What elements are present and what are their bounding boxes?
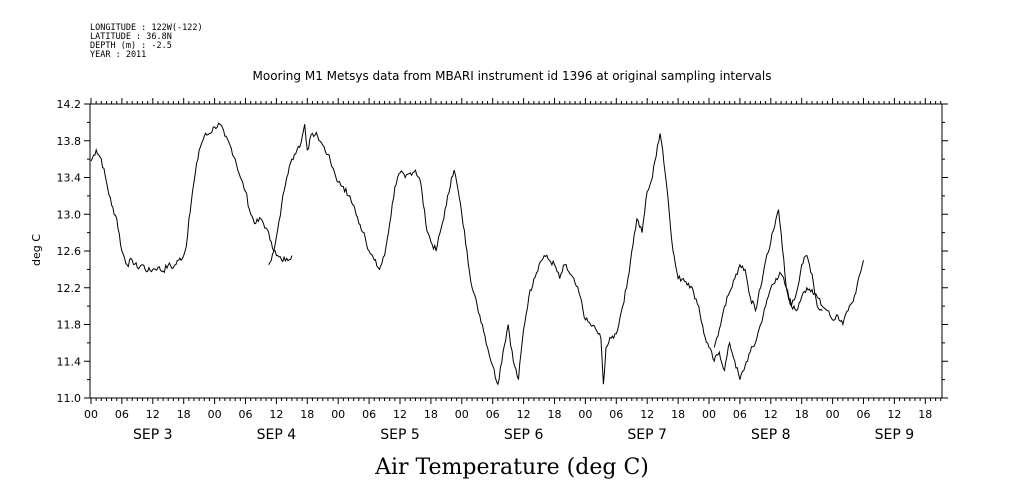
latitude-label: LATITUDE : 36.8N [90,32,172,42]
x-tick-label: 18 [177,408,191,421]
x-tick-label: 00 [702,408,716,421]
x-tick-label: 06 [733,408,747,421]
x-tick-label: 18 [918,408,932,421]
x-tick-label: 12 [640,408,654,421]
x-tick-label: 00 [84,408,98,421]
x-day-label: SEP 5 [380,427,420,443]
x-tick-label: 06 [857,408,871,421]
y-tick-label: 11.8 [57,319,82,332]
x-tick-label: 00 [826,408,840,421]
y-tick-label: 13.4 [57,172,82,185]
x-tick-label: 06 [609,408,623,421]
x-tick-label: 06 [115,408,129,421]
y-tick-label: 13.0 [57,208,82,221]
y-tick-label: 12.6 [57,245,82,258]
x-tick-label: 00 [455,408,469,421]
x-day-label: SEP 7 [627,427,667,443]
x-tick-label: 18 [424,408,438,421]
x-tick-label: 12 [393,408,407,421]
x-tick-label: 00 [331,408,345,421]
temperature-series-line [90,122,293,274]
y-axis-label: deg C [30,234,43,266]
y-tick-label: 11.4 [57,355,82,368]
x-tick-label: 18 [671,408,685,421]
longitude-label: LONGITUDE : 122W(-122) [90,23,203,33]
x-tick-label: 00 [578,408,592,421]
y-tick-label: 12.2 [57,282,82,295]
y-tick-label: 13.8 [57,135,82,148]
x-day-label: SEP 9 [875,427,915,443]
x-tick-label: 12 [887,408,901,421]
temperature-series-line [268,124,823,386]
x-tick-label: 18 [548,408,562,421]
x-axis-label: Air Temperature (deg C) [374,455,649,480]
x-day-label: SEP 4 [257,427,297,443]
x-axis-ticks: 00 06 12 18 00 06 12 18 00 06 12 18 00 06 12 18 00 06 12 18… [84,98,942,443]
x-tick-label: 18 [300,408,314,421]
y-tick-label: 11.0 [57,392,82,405]
x-tick-label: 06 [486,408,500,421]
x-tick-label: 12 [764,408,778,421]
data-series [90,122,864,386]
x-tick-label: 12 [146,408,160,421]
x-tick-label: 18 [795,408,809,421]
x-day-label: SEP 3 [133,427,173,443]
y-tick-label: 14.2 [57,98,82,111]
y-axis-ticks: 11.0 11.4 11.8 12.2 12.6 13.0 13.4 13.8 14.2 [57,98,948,405]
plot-frame [89,103,943,399]
x-tick-label: 12 [517,408,531,421]
x-tick-label: 00 [208,408,222,421]
temperature-series-line [713,209,864,348]
x-tick-label: 06 [239,408,253,421]
year-label: YEAR : 2011 [90,50,146,60]
x-day-label: SEP 8 [751,427,791,443]
depth-label: DEPTH (m) : -2.5 [90,41,172,51]
x-tick-label: 12 [269,408,283,421]
x-tick-label: 06 [362,408,376,421]
chart-title: Mooring M1 Metsys data from MBARI instru… [253,69,772,83]
x-day-label: SEP 6 [504,427,544,443]
